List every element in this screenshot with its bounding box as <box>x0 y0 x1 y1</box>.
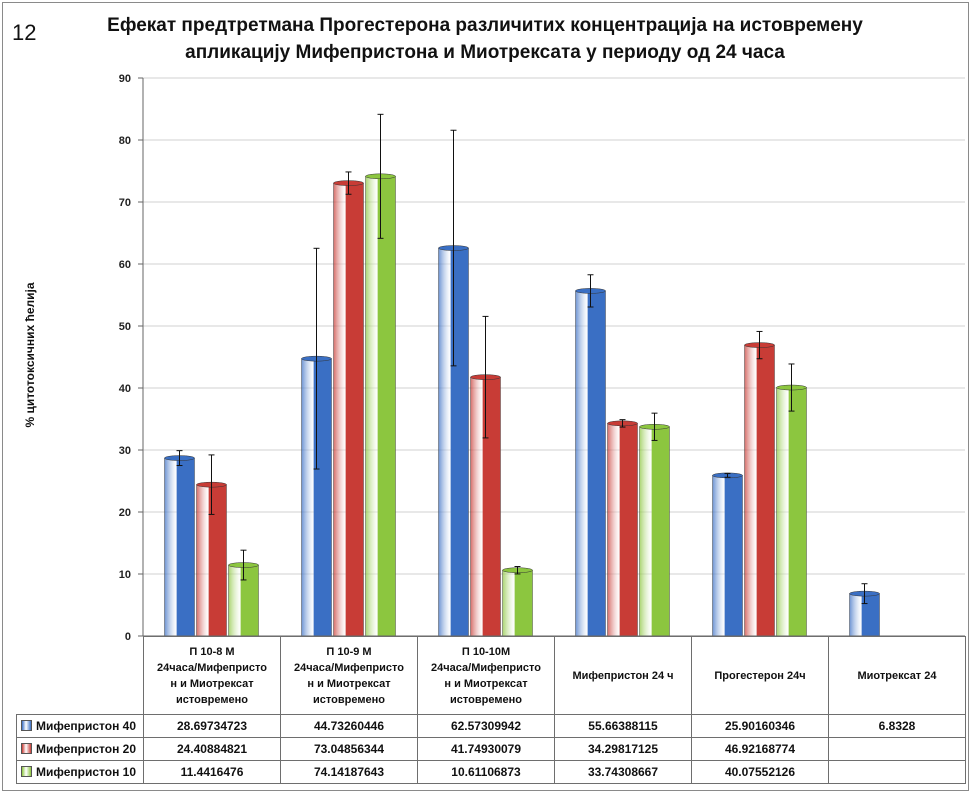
category-label-line: н и Миотрексат <box>444 677 528 690</box>
category-label-6: Миотрексат 24 <box>828 636 966 715</box>
legend-label: Мифепристон 20 <box>36 742 136 756</box>
y-tick-label: 10 <box>119 569 131 581</box>
table-corner <box>16 636 144 715</box>
legend-entry-1: Мифепристон 40 <box>16 714 144 738</box>
y-tick-label: 40 <box>119 383 131 395</box>
bar-1-1 <box>164 457 195 637</box>
y-tick-label: 70 <box>119 197 131 209</box>
table-cell: 33.74308667 <box>554 760 692 784</box>
chart-title: Ефекат предтретмана Прогестерона различи… <box>60 12 910 66</box>
y-tick-label: 80 <box>119 135 131 147</box>
table-row: Мифепристон 10 11.4416476 74.14187643 10.61… <box>16 760 966 784</box>
table-cell: 28.69734723 <box>143 714 281 738</box>
table-cell: 24.40884821 <box>143 737 281 761</box>
category-label-line: истовремено <box>313 693 385 706</box>
y-tick-label: 20 <box>119 507 131 519</box>
category-label-line: 24часа/Мифепристо <box>431 661 541 674</box>
category-label-line: Миотрексат 24 <box>857 669 937 682</box>
category-label-line: Прогестерон 24ч <box>714 669 806 682</box>
table-cell: 41.74930079 <box>417 737 555 761</box>
error-bars <box>176 113 868 605</box>
table-cell: 11.4416476 <box>143 760 281 784</box>
category-label-line: н и Миотрексат <box>170 677 254 690</box>
legend-key <box>21 720 32 731</box>
table-cell: 34.29817125 <box>554 737 692 761</box>
category-label-3: П 10-10М 24часа/Мифепристо н и Миотрексат и… <box>417 636 555 715</box>
bar-3-3 <box>502 569 533 637</box>
bar-3-4 <box>639 426 670 637</box>
legend-key <box>21 743 32 754</box>
y-tick-label: 50 <box>119 321 131 333</box>
table-cell: 10.61106873 <box>417 760 555 784</box>
table-cell: 73.04856344 <box>280 737 418 761</box>
y-tick-label: 60 <box>119 259 131 271</box>
category-row: П 10-8 М 24часа/Мифепристо н и Миотрексат и… <box>16 636 966 715</box>
legend-entry-3: Мифепристон 10 <box>16 760 144 784</box>
legend-label: Мифепристон 10 <box>36 765 136 779</box>
category-label-line: 24часа/Мифепристо <box>157 661 267 674</box>
table-cell: 55.66388115 <box>554 714 692 738</box>
table-cell: 74.14187643 <box>280 760 418 784</box>
category-label-2: П 10-9 М 24часа/Мифепристо н и Миотрексат и… <box>280 636 418 715</box>
category-label-line: н и Миотрексат <box>307 677 391 690</box>
chart-title-line-2: апликацију Мифепристона и Миотрексата у … <box>185 42 785 63</box>
legend-key <box>21 766 32 777</box>
bar-2-4 <box>607 423 638 637</box>
category-label-line: П 10-8 М <box>189 645 235 658</box>
category-label-line: П 10-10М <box>461 645 511 658</box>
gridlines <box>143 77 965 637</box>
table-cell: 44.73260446 <box>280 714 418 738</box>
bar-1-5 <box>712 475 743 637</box>
category-label-1: П 10-8 М 24часа/Мифепристо н и Миотрексат и… <box>143 636 281 715</box>
table-cell: 46.92168774 <box>691 737 829 761</box>
bar-1-4 <box>575 290 606 637</box>
table-cell <box>828 737 966 761</box>
table-cell: 6.8328 <box>828 714 966 738</box>
category-label-line: П 10-9 М <box>326 645 372 658</box>
chart-title-line-1: Ефекат предтретмана Прогестерона различи… <box>107 15 863 36</box>
legend-label: Мифепристон 40 <box>36 719 136 733</box>
table-row: Мифепристон 40 28.69734723 44.73260446 62.5… <box>16 714 966 738</box>
category-label-line: истовремено <box>176 693 248 706</box>
y-tick-label: 90 <box>119 73 131 85</box>
legend-entry-2: Мифепристон 20 <box>16 737 144 761</box>
bars <box>164 173 880 637</box>
category-label-line: 24часа/Мифепристо <box>294 661 404 674</box>
category-label-line: истовремено <box>450 693 522 706</box>
table-row: Мифепристон 20 24.40884821 73.04856344 41.7… <box>16 737 966 761</box>
category-label-5: Прогестерон 24ч <box>691 636 829 715</box>
y-tick-label: 30 <box>119 445 131 457</box>
data-table: П 10-8 М 24часа/Мифепристо н и Миотрексат и… <box>16 636 966 784</box>
bar-2-5 <box>744 344 775 637</box>
table-cell: 40.07552126 <box>691 760 829 784</box>
bar-3-2 <box>365 176 396 637</box>
bar-3-5 <box>776 387 807 637</box>
table-cell: 62.57309942 <box>417 714 555 738</box>
category-label-line: Мифепристон 24 ч <box>572 669 674 682</box>
figure-number: 12 <box>12 20 37 45</box>
table-cell: 25.90160346 <box>691 714 829 738</box>
bar-2-2 <box>333 182 364 637</box>
category-label-4: Мифепристон 24 ч <box>554 636 692 715</box>
table-cell <box>828 760 966 784</box>
axes <box>142 78 965 637</box>
